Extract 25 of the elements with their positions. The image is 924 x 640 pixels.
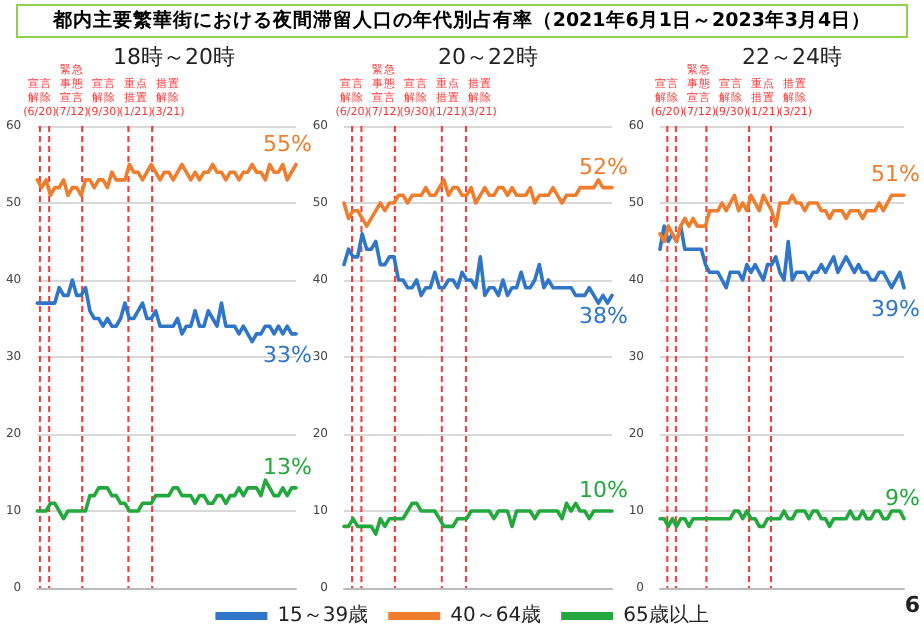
annotation: 52% bbox=[579, 153, 628, 180]
text: 都内主要繁華街における夜間滞留人口の年代別占有率（2021年6月1日～2023年3月4日） bbox=[16, 4, 908, 38]
line-series bbox=[342, 501, 614, 536]
annotation: 10% bbox=[579, 477, 628, 503]
line-series bbox=[35, 278, 298, 344]
legend-label: 15～39歳 bbox=[277, 603, 369, 627]
text: 6 bbox=[904, 592, 921, 618]
annotation: 51% bbox=[871, 161, 920, 188]
annotation: 33% bbox=[263, 341, 312, 368]
line-series bbox=[342, 232, 614, 305]
line-series bbox=[658, 224, 906, 290]
legend-label: 40～64歳 bbox=[450, 603, 542, 627]
chart-subtitle: 22～24時 bbox=[742, 44, 842, 70]
legend-label: 65歳以上 bbox=[623, 603, 709, 627]
line-series bbox=[35, 162, 298, 198]
line-series bbox=[658, 193, 906, 244]
annotation: 9% bbox=[885, 484, 920, 511]
annotation: 38% bbox=[579, 303, 628, 330]
line-series bbox=[35, 478, 298, 521]
chart-subtitle: 20～22時 bbox=[438, 44, 538, 70]
annotation: 39% bbox=[871, 295, 920, 322]
line-series bbox=[342, 178, 614, 228]
chart-subtitle: 18時～20時 bbox=[113, 44, 235, 70]
annotation: 55% bbox=[263, 130, 312, 157]
annotation: 13% bbox=[263, 453, 312, 480]
